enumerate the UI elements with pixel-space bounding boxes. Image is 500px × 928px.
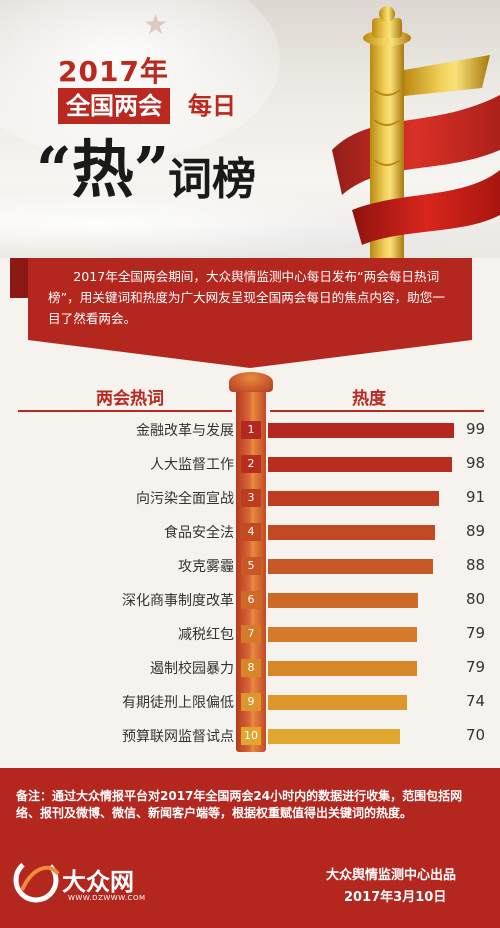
keyword-label: 攻克雾霾 [178, 559, 234, 575]
keyword-label: 向污染全面宣战 [136, 491, 234, 507]
pillar-cap [229, 372, 273, 392]
footer [0, 768, 500, 928]
keyword-label: 减税红包 [178, 627, 234, 643]
heat-bar [268, 593, 418, 608]
rank-badge: 9 [241, 693, 261, 711]
title-daily: 每日 [188, 92, 236, 120]
footnote: 备注：通过大众情报平台对2017年全国两会24小时内的数据进行收集，范围包括网络… [16, 789, 463, 820]
title-box: 全国两会 [58, 88, 170, 124]
intro-text: 2017年全国两会期间，大众舆情监测中心每日发布“两会每日热词榜”，用关键词和热… [48, 269, 445, 326]
heat-value: 79 [466, 658, 486, 676]
brand-url: WWW.DZWWW.COM [68, 894, 146, 902]
list-title: 词榜 [168, 154, 256, 205]
dzwww-logo-icon [13, 857, 60, 903]
keyword-label: 有期徒刑上限偏低 [122, 695, 234, 711]
heat-bar [268, 423, 454, 438]
rank-badge: 10 [241, 727, 261, 745]
rank-badge: 3 [241, 489, 261, 507]
heat-bar [268, 627, 417, 642]
heat-bar [268, 729, 400, 744]
date-text: 2017年3月10日 [344, 890, 447, 905]
heat-bar [268, 525, 435, 540]
heat-value: 70 [466, 726, 486, 744]
rank-badge: 8 [241, 659, 261, 677]
keyword-label: 遏制校园暴力 [150, 661, 234, 677]
heat-value: 79 [466, 624, 486, 642]
keyword-label: 预算联网监督试点 [122, 729, 234, 745]
keyword-label: 深化商事制度改革 [122, 593, 234, 609]
year-title: 2017年 [58, 55, 169, 88]
huabiao-pillar-icon [332, 6, 500, 258]
heat-bar [268, 695, 407, 710]
heat-bar [268, 457, 452, 472]
heat-value: 89 [466, 522, 486, 540]
keyword-label: 食品安全法 [164, 525, 234, 541]
header-rule-left [18, 410, 232, 412]
star-emblem-icon: ★ [143, 8, 169, 41]
intro-panel [28, 258, 472, 340]
brand-logo-text: 大众网 [62, 867, 134, 896]
producer-text: 大众舆情监测中心出品 [326, 868, 457, 883]
hot-word-title: “热” [36, 133, 170, 206]
rank-badge: 7 [241, 625, 261, 643]
heat-value: 80 [466, 590, 486, 608]
heat-bar [268, 661, 417, 676]
heat-value: 74 [466, 692, 486, 710]
heat-value: 98 [466, 454, 486, 472]
col-header-keywords: 两会热词 [96, 389, 164, 409]
heat-bar [268, 559, 433, 574]
heat-value: 99 [466, 420, 486, 438]
rank-badge: 4 [241, 523, 261, 541]
rank-badge: 5 [241, 557, 261, 575]
header-rule-right [270, 410, 484, 412]
rank-badge: 6 [241, 591, 261, 609]
heat-value: 88 [466, 556, 486, 574]
keyword-label: 人大监督工作 [150, 457, 234, 473]
rank-badge: 1 [241, 421, 261, 439]
heat-bar [268, 491, 439, 506]
col-header-heat: 热度 [352, 389, 386, 409]
heat-value: 91 [466, 488, 486, 506]
keyword-label: 金融改革与发展 [136, 423, 234, 439]
rank-badge: 2 [241, 455, 261, 473]
